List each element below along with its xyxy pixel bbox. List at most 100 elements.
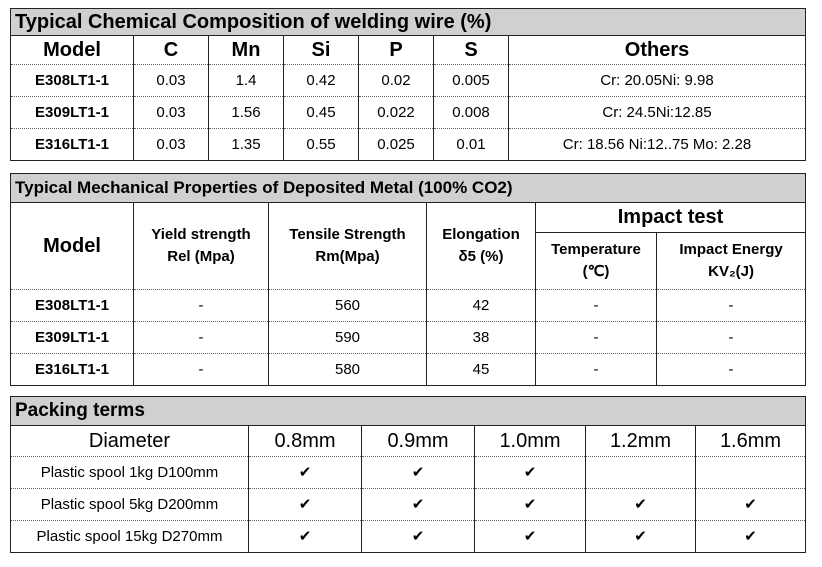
header-model: Model bbox=[10, 202, 134, 290]
table-row: E308LT1-1 0.03 1.4 0.42 0.02 0.005 Cr: 2… bbox=[10, 64, 806, 97]
header-tensile-strength: Tensile Strength Rm(Mpa) bbox=[268, 202, 427, 290]
header-diameter-12: 1.2mm bbox=[585, 425, 696, 457]
yield-cell: - bbox=[133, 353, 269, 386]
yield-cell: - bbox=[133, 321, 269, 354]
temperature-cell: - bbox=[535, 289, 657, 322]
header-diameter-16: 1.6mm bbox=[695, 425, 806, 457]
header-temperature: Temperature (℃) bbox=[535, 232, 657, 290]
p-cell: 0.022 bbox=[358, 96, 434, 129]
chemical-header-row: Model C Mn Si P S Others bbox=[10, 35, 806, 65]
empty-cell bbox=[695, 456, 806, 489]
table-row: Plastic spool 15kg D270mm ✔ ✔ ✔ ✔ ✔ bbox=[10, 520, 806, 553]
model-cell: E308LT1-1 bbox=[10, 289, 134, 322]
model-cell: E308LT1-1 bbox=[10, 64, 134, 97]
spool-label: Plastic spool 1kg D100mm bbox=[10, 456, 249, 489]
energy-line2: KV₂(J) bbox=[708, 263, 754, 280]
header-model: Model bbox=[10, 35, 134, 65]
p-cell: 0.02 bbox=[358, 64, 434, 97]
energy-line1: Impact Energy bbox=[679, 241, 783, 258]
si-cell: 0.55 bbox=[283, 128, 359, 161]
check-icon: ✔ bbox=[361, 456, 475, 489]
s-cell: 0.005 bbox=[433, 64, 509, 97]
temperature-cell: - bbox=[535, 321, 657, 354]
header-s: S bbox=[433, 35, 509, 65]
s-cell: 0.01 bbox=[433, 128, 509, 161]
c-cell: 0.03 bbox=[133, 96, 209, 129]
model-cell: E316LT1-1 bbox=[10, 128, 134, 161]
check-icon: ✔ bbox=[585, 520, 696, 553]
tensile-cell: 580 bbox=[268, 353, 427, 386]
tensile-line2: Rm(Mpa) bbox=[315, 248, 380, 265]
spool-label: Plastic spool 15kg D270mm bbox=[10, 520, 249, 553]
check-icon: ✔ bbox=[248, 520, 362, 553]
check-icon: ✔ bbox=[695, 520, 806, 553]
check-icon: ✔ bbox=[585, 488, 696, 521]
yield-line2: Rel (Mpa) bbox=[167, 248, 235, 265]
temp-line2: (℃) bbox=[582, 263, 610, 280]
table-row: E309LT1-1 0.03 1.56 0.45 0.022 0.008 Cr:… bbox=[10, 96, 806, 129]
others-cell: Cr: 18.56 Ni:12..75 Mo: 2.28 bbox=[508, 128, 806, 161]
others-cell: Cr: 24.5Ni:12.85 bbox=[508, 96, 806, 129]
elong-line1: Elongation bbox=[442, 226, 520, 243]
model-cell: E309LT1-1 bbox=[10, 321, 134, 354]
header-diameter: Diameter bbox=[10, 425, 249, 457]
p-cell: 0.025 bbox=[358, 128, 434, 161]
check-icon: ✔ bbox=[474, 456, 586, 489]
temperature-cell: - bbox=[535, 353, 657, 386]
impact-energy-cell: - bbox=[655, 321, 807, 354]
packing-terms-table: Packing terms Diameter 0.8mm 0.9mm 1.0mm… bbox=[10, 396, 806, 553]
mn-cell: 1.4 bbox=[208, 64, 284, 97]
header-diameter-09: 0.9mm bbox=[361, 425, 475, 457]
chemical-composition-title: Typical Chemical Composition of welding … bbox=[10, 8, 806, 36]
impact-energy-cell: - bbox=[655, 289, 807, 322]
table-row: Plastic spool 1kg D100mm ✔ ✔ ✔ bbox=[10, 456, 806, 489]
c-cell: 0.03 bbox=[133, 64, 209, 97]
check-icon: ✔ bbox=[474, 520, 586, 553]
header-impact-energy: Impact Energy KV₂(J) bbox=[655, 232, 807, 290]
check-icon: ✔ bbox=[248, 488, 362, 521]
table-row: E316LT1-1 - 580 45 - - bbox=[10, 353, 807, 386]
impact-energy-cell: - bbox=[655, 353, 807, 386]
header-others: Others bbox=[508, 35, 806, 65]
others-cell: Cr: 20.05Ni: 9.98 bbox=[508, 64, 806, 97]
elongation-cell: 38 bbox=[426, 321, 536, 354]
mn-cell: 1.56 bbox=[208, 96, 284, 129]
header-yield-strength: Yield strength Rel (Mpa) bbox=[133, 202, 269, 290]
yield-line1: Yield strength bbox=[151, 226, 251, 243]
table-row: E316LT1-1 0.03 1.35 0.55 0.025 0.01 Cr: … bbox=[10, 128, 806, 161]
table-row: Plastic spool 5kg D200mm ✔ ✔ ✔ ✔ ✔ bbox=[10, 488, 806, 521]
header-c: C bbox=[133, 35, 209, 65]
check-icon: ✔ bbox=[474, 488, 586, 521]
check-icon: ✔ bbox=[248, 456, 362, 489]
header-mn: Mn bbox=[208, 35, 284, 65]
check-icon: ✔ bbox=[361, 520, 475, 553]
temp-line1: Temperature bbox=[551, 241, 641, 258]
mn-cell: 1.35 bbox=[208, 128, 284, 161]
mechanical-properties-table: Typical Mechanical Properties of Deposit… bbox=[9, 173, 807, 386]
tensile-cell: 560 bbox=[268, 289, 427, 322]
check-icon: ✔ bbox=[695, 488, 806, 521]
tensile-cell: 590 bbox=[268, 321, 427, 354]
yield-cell: - bbox=[133, 289, 269, 322]
packing-terms-title: Packing terms bbox=[10, 396, 806, 426]
check-icon: ✔ bbox=[361, 488, 475, 521]
mechanical-properties-title: Typical Mechanical Properties of Deposit… bbox=[9, 173, 807, 203]
elong-line2: δ5 (%) bbox=[458, 248, 504, 265]
header-si: Si bbox=[283, 35, 359, 65]
empty-cell bbox=[585, 456, 696, 489]
table-row: E309LT1-1 - 590 38 - - bbox=[10, 321, 807, 354]
elongation-cell: 42 bbox=[426, 289, 536, 322]
header-p: P bbox=[358, 35, 434, 65]
c-cell: 0.03 bbox=[133, 128, 209, 161]
tensile-line1: Tensile Strength bbox=[289, 226, 406, 243]
model-cell: E316LT1-1 bbox=[10, 353, 134, 386]
spool-label: Plastic spool 5kg D200mm bbox=[10, 488, 249, 521]
si-cell: 0.42 bbox=[283, 64, 359, 97]
si-cell: 0.45 bbox=[283, 96, 359, 129]
table-row: E308LT1-1 - 560 42 - - bbox=[10, 289, 807, 322]
header-elongation: Elongation δ5 (%) bbox=[426, 202, 536, 290]
chemical-composition-table: Typical Chemical Composition of welding … bbox=[10, 8, 806, 161]
packing-header-row: Diameter 0.8mm 0.9mm 1.0mm 1.2mm 1.6mm bbox=[10, 425, 806, 457]
header-impact-test: Impact test bbox=[534, 202, 807, 233]
elongation-cell: 45 bbox=[426, 353, 536, 386]
